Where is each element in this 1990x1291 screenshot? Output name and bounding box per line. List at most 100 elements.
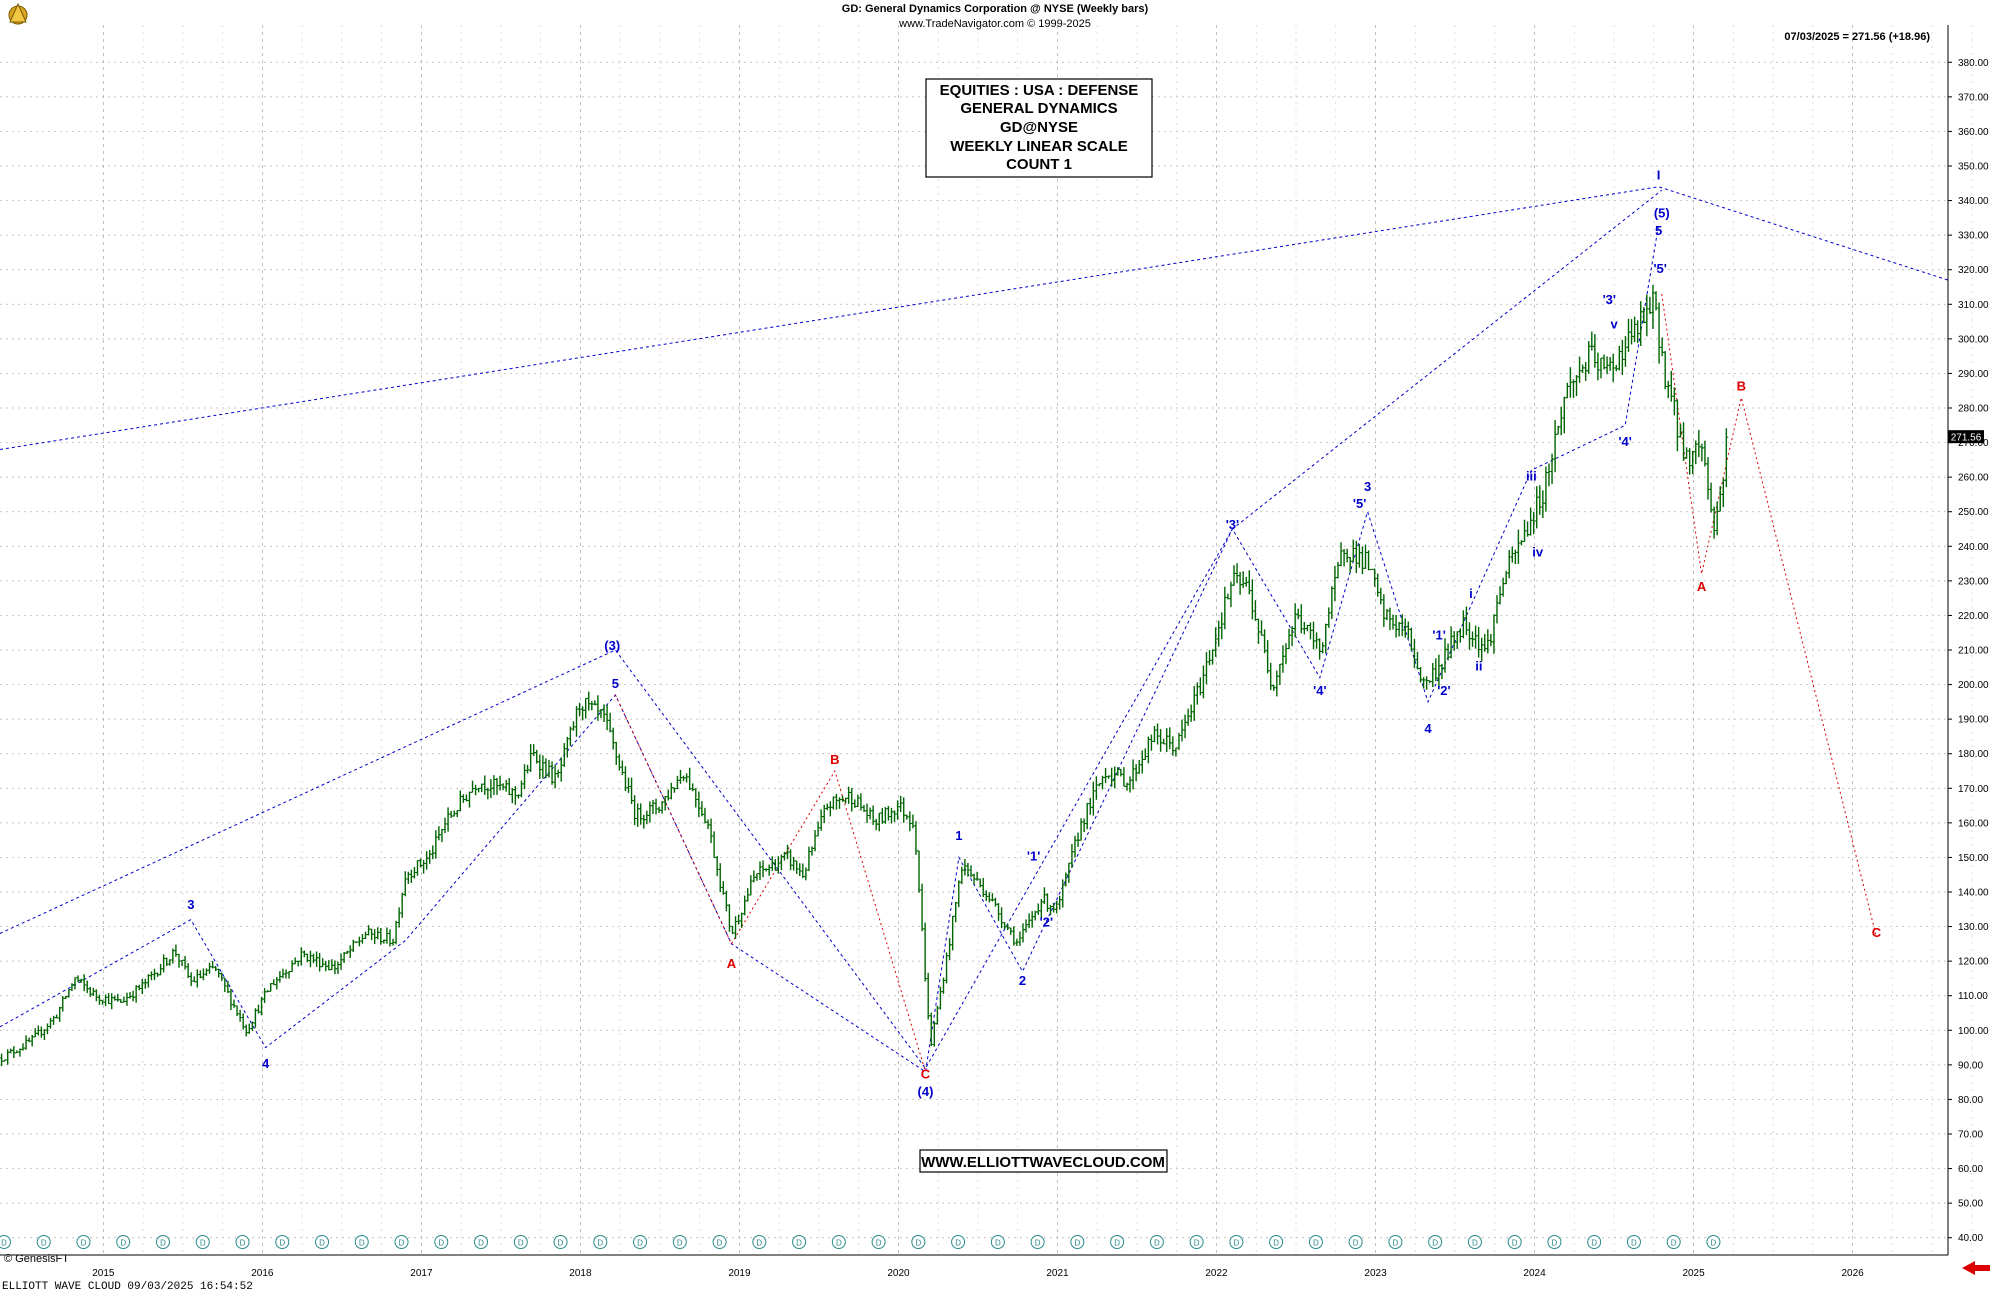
y-tick-label: 350.00 [1958, 162, 1989, 173]
date-marker-letter: D [81, 1239, 87, 1248]
y-tick-label: 180.00 [1958, 749, 1989, 760]
date-marker-icon [1706, 1235, 1721, 1249]
wave-line-red [1661, 293, 1877, 938]
wave-label: B [1737, 379, 1746, 394]
y-tick-label: 80.00 [1958, 1095, 1983, 1106]
date-marker-icon [831, 1235, 846, 1249]
date-marker-letter: D [478, 1239, 484, 1248]
date-marker-letter: D [399, 1239, 405, 1248]
date-marker-letter: D [637, 1239, 643, 1248]
y-tick-label: 110.00 [1958, 991, 1988, 1002]
wave-label: '1' [1432, 627, 1445, 642]
y-tick-label: 230.00 [1958, 576, 1989, 587]
date-marker-icon [1030, 1235, 1045, 1249]
y-tick-label: 270.00 [1958, 438, 1989, 449]
wave-label: '3' [1603, 292, 1616, 307]
date-marker-icon [553, 1235, 568, 1249]
wave-label: 4 [1424, 721, 1432, 736]
y-tick-label: 210.00 [1958, 646, 1989, 657]
x-tick-label: 2024 [1523, 1268, 1546, 1279]
wave-label: A [727, 956, 737, 971]
date-marker-letter: D [915, 1239, 921, 1248]
date-marker-icon [593, 1235, 608, 1249]
wave-label: v [1610, 316, 1618, 331]
date-marker-icon [1110, 1235, 1125, 1249]
y-tick-label: 90.00 [1958, 1060, 1983, 1071]
date-marker-letter: D [160, 1239, 166, 1248]
y-tick-label: 260.00 [1958, 473, 1989, 484]
date-marker-icon [354, 1235, 369, 1249]
date-marker-letter: D [359, 1239, 365, 1248]
date-marker-letter: D [1671, 1239, 1677, 1248]
date-marker-letter: D [200, 1239, 206, 1248]
date-marker-icon [1189, 1235, 1204, 1249]
date-marker-letter: D [717, 1239, 723, 1248]
date-marker-letter: D [677, 1239, 683, 1248]
date-marker-icon [911, 1235, 926, 1249]
y-tick-label: 330.00 [1958, 231, 1989, 242]
y-tick-label: 190.00 [1958, 715, 1989, 726]
wave-label: (3) [604, 638, 620, 653]
y-tick-label: 310.00 [1958, 300, 1989, 311]
date-marker-letter: D [1552, 1239, 1558, 1248]
wave-label: I [1657, 168, 1661, 183]
date-marker-icon [633, 1235, 648, 1249]
y-tick-label: 170.00 [1958, 784, 1989, 795]
date-marker-letter: D [1353, 1239, 1359, 1248]
date-marker-letter: D [1432, 1239, 1438, 1248]
date-marker-letter: D [558, 1239, 564, 1248]
date-marker-letter: D [1, 1239, 7, 1248]
wave-label: 5 [612, 676, 619, 691]
x-tick-label: 2015 [92, 1268, 115, 1279]
date-marker-icon [434, 1235, 449, 1249]
date-marker-icon [752, 1235, 767, 1249]
date-marker-letter: D [995, 1239, 1001, 1248]
date-marker-icon [672, 1235, 687, 1249]
info-line-5: COUNT 1 [1006, 156, 1072, 173]
wave-label: B [830, 752, 839, 767]
wave-label: '1' [1027, 849, 1040, 864]
footer-status: ELLIOTT WAVE CLOUD 09/03/2025 16:54:52 [2, 1281, 253, 1291]
date-marker-letter: D [1074, 1239, 1080, 1248]
y-tick-label: 150.00 [1958, 853, 1989, 864]
last-price-tag: 271.56 [1948, 430, 1984, 444]
wave-label: 2 [1019, 973, 1026, 988]
x-tick-label: 2025 [1682, 1268, 1705, 1279]
date-marker-icon [1388, 1235, 1403, 1249]
wave-lines [0, 186, 1949, 1073]
x-tick-label: 2026 [1841, 1268, 1864, 1279]
y-tick-label: 370.00 [1958, 92, 1989, 103]
date-marker-icon [1348, 1235, 1363, 1249]
date-marker-letter: D [1154, 1239, 1160, 1248]
wave-label: '2' [1040, 914, 1053, 929]
date-marker-icon [513, 1235, 528, 1249]
y-tick-label: 300.00 [1958, 334, 1989, 345]
info-line-2: GENERAL DYNAMICS [960, 100, 1117, 117]
chart-title: GD: General Dynamics Corporation @ NYSE … [842, 3, 1149, 15]
y-tick-label: 130.00 [1958, 922, 1989, 933]
y-tick-label: 40.00 [1958, 1233, 1983, 1244]
date-marker-letter: D [319, 1239, 325, 1248]
date-marker-letter: D [1194, 1239, 1200, 1248]
date-marker-letter: D [1711, 1239, 1717, 1248]
date-marker-letter: D [1591, 1239, 1597, 1248]
date-marker-icon [712, 1235, 727, 1249]
date-marker-icon [36, 1235, 51, 1249]
last-quote: 07/03/2025 = 271.56 (+18.96) [1784, 31, 1930, 43]
wave-label: iv [1532, 544, 1544, 559]
y-tick-label: 380.00 [1958, 58, 1989, 69]
scroll-right-arrow-icon[interactable] [1962, 1261, 1990, 1275]
date-marker-icon [951, 1235, 966, 1249]
date-marker-icon [1070, 1235, 1085, 1249]
wave-label: '5' [1653, 261, 1666, 276]
date-marker-icon [1428, 1235, 1443, 1249]
date-marker-letter: D [1313, 1239, 1319, 1248]
wave-label: iii [1526, 468, 1537, 483]
date-marker-letter: D [876, 1239, 882, 1248]
date-marker-icon [792, 1235, 807, 1249]
wave-label: 5 [1655, 223, 1662, 238]
wave-label: 1 [955, 828, 962, 843]
